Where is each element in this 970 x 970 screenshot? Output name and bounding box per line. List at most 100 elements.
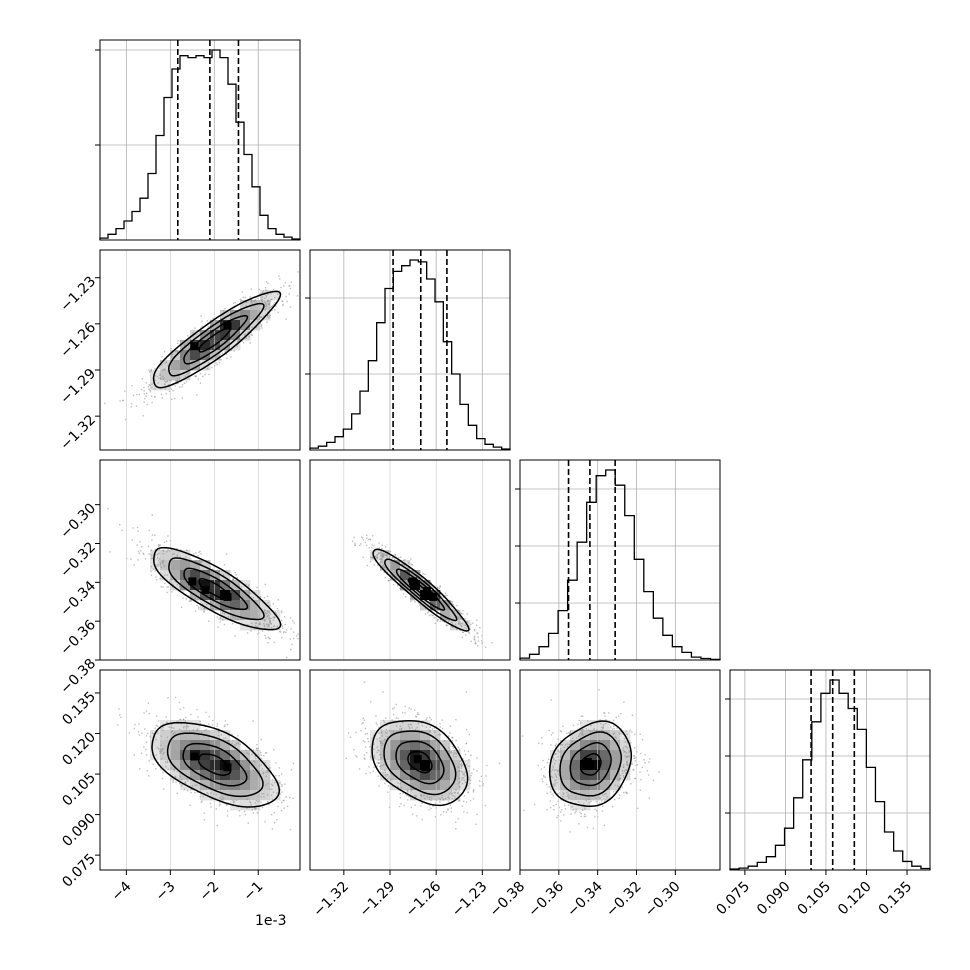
- sample-point: [424, 797, 426, 800]
- sample-point: [225, 353, 227, 355]
- x-tick-label: −0.34: [564, 879, 606, 921]
- sample-point: [439, 585, 442, 588]
- sample-point: [292, 637, 295, 640]
- sample-point: [165, 361, 168, 363]
- density-cell: [560, 750, 571, 761]
- sample-point: [388, 777, 391, 779]
- sample-point: [251, 622, 253, 625]
- sample-point: [278, 278, 281, 280]
- sample-point: [462, 777, 465, 779]
- density-cell: [190, 350, 201, 361]
- sample-point: [634, 760, 636, 762]
- sample-point: [439, 734, 442, 736]
- sample-point: [282, 632, 285, 634]
- sample-point: [458, 777, 460, 780]
- sample-point: [625, 756, 628, 758]
- density-cell: [610, 740, 621, 751]
- sample-point: [228, 734, 230, 737]
- sample-point: [255, 807, 257, 809]
- sample-point: [260, 316, 262, 318]
- density-cell: [460, 780, 471, 791]
- sample-point: [266, 311, 269, 313]
- sample-point: [192, 336, 194, 338]
- density-cell: [180, 570, 191, 581]
- sample-point: [625, 791, 627, 793]
- density-cell: [550, 760, 561, 771]
- sample-point: [554, 759, 557, 762]
- sample-point: [246, 632, 249, 634]
- sample-point: [476, 813, 478, 816]
- sample-point: [211, 366, 213, 369]
- sample-point: [203, 608, 205, 610]
- sample-point: [232, 309, 234, 311]
- sample-point: [498, 762, 501, 764]
- sample-point: [154, 534, 156, 536]
- sample-point: [452, 626, 454, 628]
- sample-point: [393, 558, 396, 561]
- sample-point: [292, 797, 294, 800]
- sample-point: [432, 805, 434, 807]
- sample-point: [218, 804, 221, 807]
- sample-point: [559, 748, 562, 750]
- sample-point: [580, 813, 582, 815]
- sample-point: [396, 785, 399, 788]
- sample-point: [436, 612, 438, 614]
- sample-point: [417, 712, 419, 714]
- sample-point: [440, 813, 442, 816]
- sample-point: [194, 375, 196, 377]
- sample-point: [253, 761, 256, 763]
- x-tick-label: −4: [109, 879, 135, 905]
- sample-point: [193, 553, 195, 555]
- sample-point: [259, 596, 262, 598]
- sample-point: [373, 757, 376, 759]
- sample-point: [562, 792, 565, 794]
- sample-point: [147, 385, 150, 388]
- sample-point: [557, 756, 559, 758]
- sample-point: [279, 788, 282, 791]
- sample-point: [267, 636, 269, 638]
- sample-point: [622, 776, 625, 778]
- sample-point: [458, 620, 460, 622]
- sample-point: [599, 719, 601, 721]
- density-cell: [220, 740, 231, 751]
- sample-point: [166, 761, 169, 764]
- sample-point: [640, 778, 642, 781]
- sample-point: [459, 622, 461, 624]
- sample-point: [360, 536, 363, 538]
- density-cell: [180, 560, 191, 571]
- sample-point: [624, 755, 627, 757]
- sample-point: [410, 592, 413, 595]
- sample-point: [410, 596, 413, 598]
- sample-point: [240, 299, 243, 302]
- sample-point: [176, 720, 178, 723]
- sample-point: [367, 737, 369, 740]
- sample-point: [426, 606, 428, 609]
- sample-point: [605, 799, 607, 801]
- sample-point: [588, 801, 590, 804]
- density-cell: [400, 770, 411, 781]
- sample-point: [226, 804, 228, 806]
- sample-point: [484, 646, 487, 648]
- sample-point: [148, 529, 151, 532]
- density-cell: [190, 330, 201, 341]
- sample-point: [378, 549, 380, 551]
- sample-point: [364, 727, 367, 730]
- sample-point: [154, 368, 156, 370]
- sample-point: [383, 721, 386, 723]
- sample-point: [382, 772, 384, 774]
- sample-point: [137, 530, 139, 532]
- sample-point: [447, 621, 450, 623]
- sample-point: [550, 699, 552, 701]
- sample-point: [128, 732, 131, 734]
- sample-point: [472, 791, 475, 793]
- sample-point: [436, 620, 439, 622]
- sample-point: [447, 619, 449, 621]
- sample-point: [240, 338, 242, 341]
- sample-point: [416, 713, 419, 716]
- sample-point: [260, 325, 263, 327]
- sample-point: [275, 762, 277, 764]
- sample-point: [368, 766, 370, 768]
- x-tick-label: −1.32: [310, 879, 352, 921]
- sample-point: [542, 780, 544, 783]
- sample-point: [429, 731, 431, 733]
